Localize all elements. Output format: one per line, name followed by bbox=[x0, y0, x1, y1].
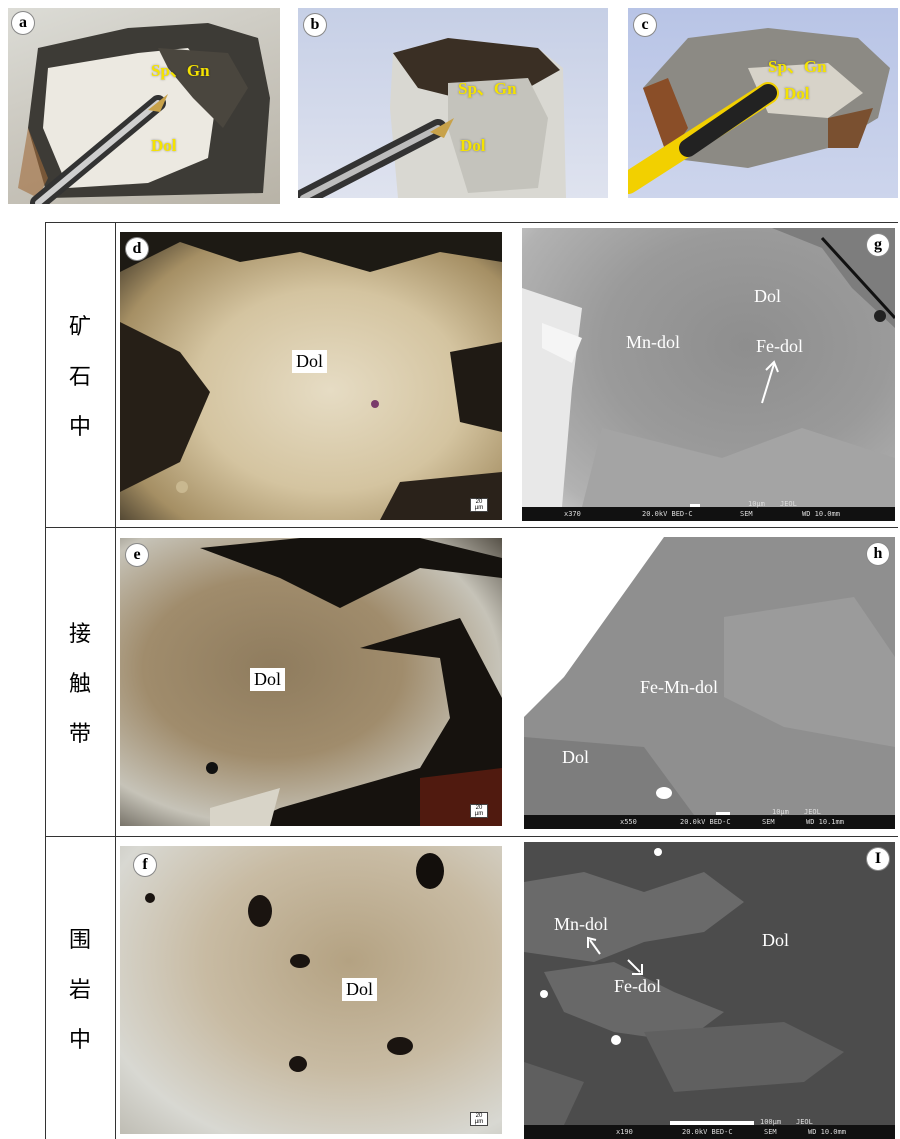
label-mn-dol: Mn-dol bbox=[554, 914, 608, 934]
sem-info-bar: x190 20.0kV BED-C SEM 100µm JEOL WD 10.0… bbox=[524, 1118, 895, 1139]
sem-scale-label: 100µm bbox=[760, 1118, 782, 1126]
panel-letter-f: f bbox=[134, 854, 156, 876]
sem-mode: SEM bbox=[764, 1128, 777, 1136]
row-label-ore: 矿 石 中 bbox=[68, 314, 91, 440]
label-dol: Dol bbox=[292, 350, 327, 373]
panel-letter-d: d bbox=[126, 238, 148, 260]
sem-brand: JEOL bbox=[796, 1118, 813, 1126]
frame-row-divider-2 bbox=[45, 836, 898, 837]
specimen-a-illustration bbox=[18, 23, 270, 204]
label-fe-dol: Fe-dol bbox=[756, 336, 803, 356]
sem-scale-line bbox=[670, 1121, 754, 1125]
photo-c: c Sp、Gn Dol bbox=[628, 8, 898, 198]
label-dol: Dol bbox=[784, 84, 810, 103]
sem-working-distance: WD 10.0mm bbox=[802, 510, 840, 518]
row-label-contact-zone: 接 触 带 bbox=[68, 621, 91, 747]
label-dol: Dol bbox=[151, 136, 177, 155]
sem-magnification: x190 bbox=[616, 1128, 633, 1136]
sem-scale-label: 10µm bbox=[748, 500, 765, 508]
frame-row-divider-1 bbox=[45, 527, 898, 528]
panel-letter-i: I bbox=[867, 848, 889, 870]
sem-working-distance: WD 10.1mm bbox=[806, 818, 844, 826]
sem-g-texture bbox=[522, 228, 895, 507]
sem-mode: SEM bbox=[762, 818, 775, 826]
sem-i-texture bbox=[524, 848, 844, 1125]
sem-voltage: 20.0kV BED-C bbox=[642, 510, 693, 518]
panel-letter-e: e bbox=[126, 544, 148, 566]
micrograph-d: d Dol 20 µm bbox=[120, 232, 502, 520]
scale-bar: 20 µm bbox=[470, 804, 488, 818]
label-dol: Dol bbox=[250, 668, 285, 691]
sem-info-bar: x550 20.0kV BED-C SEM 10µm JEOL WD 10.1m… bbox=[524, 808, 895, 829]
sem-scale-label: 10µm bbox=[772, 808, 789, 816]
scale-bar: 20 µm bbox=[470, 498, 488, 512]
panel-letter-b: b bbox=[304, 14, 326, 36]
specimen-c-illustration bbox=[628, 28, 890, 194]
label-dol: Dol bbox=[460, 136, 486, 155]
frame-divider-vertical bbox=[115, 222, 116, 1139]
sem-image-i: I Mn-dol Dol Fe-dol x190 20.0kV BED-C SE… bbox=[524, 842, 895, 1139]
sem-info-bar: x370 20.0kV BED-C SEM 10µm JEOL WD 10.0m… bbox=[522, 500, 895, 521]
sem-scale-line bbox=[690, 504, 700, 507]
sem-image-g: g Dol Mn-dol Fe-dol x370 20.0kV BED-C SE… bbox=[522, 228, 895, 521]
sem-h-texture bbox=[524, 537, 895, 815]
scale-bar: 20 µm bbox=[470, 1112, 488, 1126]
frame-left bbox=[45, 222, 46, 1139]
panel-letter-c: c bbox=[634, 14, 656, 36]
label-dol: Dol bbox=[762, 930, 789, 950]
specimen-b-illustration bbox=[298, 38, 566, 198]
micrograph-f-texture bbox=[145, 853, 444, 1072]
panel-letter-g: g bbox=[867, 234, 889, 256]
sem-image-h: h Fe-Mn-dol Dol x550 20.0kV BED-C SEM 10… bbox=[524, 537, 895, 829]
label-sp-gn: Sp、Gn bbox=[768, 57, 827, 76]
panel-letter-a: a bbox=[12, 12, 34, 34]
sem-scale-line bbox=[716, 812, 730, 815]
label-mn-dol: Mn-dol bbox=[626, 332, 680, 352]
micrograph-e-texture bbox=[200, 538, 502, 826]
sem-voltage: 20.0kV BED-C bbox=[682, 1128, 733, 1136]
arrow-icon bbox=[761, 360, 779, 404]
label-dol: Dol bbox=[342, 978, 377, 1001]
label-dol: Dol bbox=[754, 286, 781, 306]
sem-voltage: 20.0kV BED-C bbox=[680, 818, 731, 826]
micrograph-e: e Dol 20 µm bbox=[120, 538, 502, 826]
photo-b: b Sp、Gn Dol bbox=[298, 8, 608, 198]
sem-magnification: x550 bbox=[620, 818, 637, 826]
micrograph-f: f Dol 20 µm bbox=[120, 846, 502, 1134]
sem-brand: JEOL bbox=[804, 808, 821, 816]
panel-letter-h: h bbox=[867, 543, 889, 565]
label-fe-dol: Fe-dol bbox=[614, 976, 661, 996]
label-sp-gn: Sp、Gn bbox=[458, 79, 517, 98]
sem-mode: SEM bbox=[740, 510, 753, 518]
sem-magnification: x370 bbox=[564, 510, 581, 518]
row-label-wall-rock: 围 岩 中 bbox=[68, 927, 91, 1053]
sem-brand: JEOL bbox=[780, 500, 797, 508]
label-fe-mn-dol: Fe-Mn-dol bbox=[640, 677, 718, 697]
sem-working-distance: WD 10.0mm bbox=[808, 1128, 846, 1136]
micrograph-d-texture bbox=[120, 232, 502, 520]
photo-a: a Sp、Gn Dol bbox=[8, 8, 280, 204]
frame-top bbox=[45, 222, 898, 223]
arrow-icon bbox=[587, 936, 601, 955]
label-sp-gn: Sp、Gn bbox=[151, 61, 210, 80]
arrow-icon bbox=[627, 959, 643, 975]
label-dol: Dol bbox=[562, 747, 589, 767]
